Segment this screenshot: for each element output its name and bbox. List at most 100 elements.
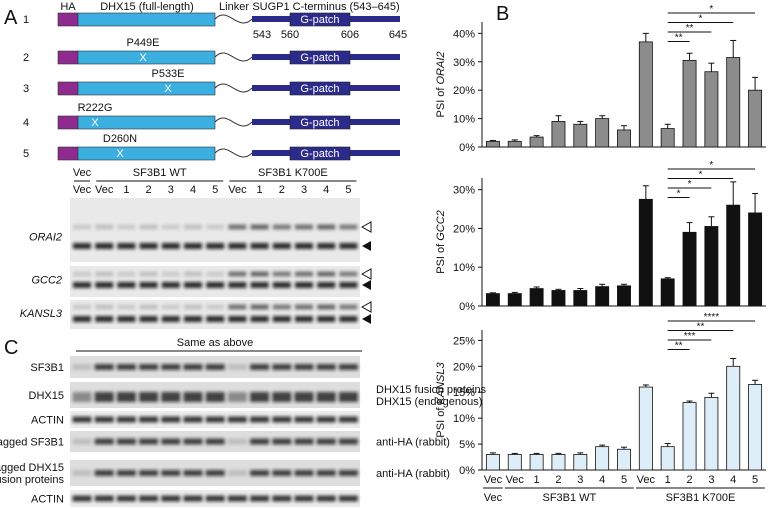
- gel-band: [139, 304, 158, 310]
- row-number: 1: [23, 14, 29, 26]
- blot-label: HA-tagged DHX15: [0, 462, 64, 474]
- blot-band: [139, 416, 159, 423]
- gel-band: [339, 271, 358, 277]
- gel-band: [272, 224, 291, 230]
- gel-band: [117, 304, 136, 310]
- x-tick-label: 1: [665, 474, 671, 486]
- gel-group-label: Vec: [73, 167, 92, 179]
- gel-band: [272, 304, 291, 310]
- gpatch-box: [289, 50, 351, 65]
- gel-band: [295, 243, 313, 249]
- gel-band: [206, 316, 225, 322]
- gel-band: [228, 271, 247, 277]
- gel-band: [250, 243, 269, 249]
- blot-band: [205, 470, 225, 476]
- blot-band: [116, 392, 136, 402]
- gel-lane-label: Vec: [95, 184, 114, 196]
- gel-band: [95, 316, 114, 322]
- significance-label: *: [688, 179, 692, 190]
- blot-band: [272, 438, 292, 445]
- blot-band: [161, 364, 181, 370]
- bar: [682, 231, 697, 307]
- gel-band: [295, 282, 313, 288]
- gel-band: [117, 224, 136, 230]
- gel-band: [139, 243, 158, 249]
- gel-lane-label: 2: [279, 184, 285, 196]
- blot-band: [139, 495, 159, 502]
- y-label-gene: GCC2: [435, 210, 447, 241]
- gel-band: [73, 304, 91, 310]
- gel-band: [139, 316, 158, 322]
- gel-band: [184, 282, 202, 288]
- linker: [214, 148, 253, 158]
- gel-band: [95, 271, 114, 277]
- gel-band: [161, 304, 180, 310]
- panel-label: A: [4, 7, 18, 29]
- blot-band: [338, 438, 358, 445]
- significance-label: **: [686, 23, 694, 34]
- blot-band: [227, 392, 247, 402]
- gel-lane-label: 2: [146, 184, 152, 196]
- gel-band: [295, 304, 313, 310]
- gel-band: [339, 282, 358, 288]
- gel-group-label: SF3B1 WT: [133, 167, 187, 179]
- gel-band: [250, 282, 269, 288]
- ha-box: [57, 81, 79, 96]
- blot-band: [272, 392, 292, 402]
- gel-blot: [70, 266, 360, 297]
- bar: [573, 290, 588, 307]
- mutation-label: P449E: [126, 37, 159, 49]
- bar: [485, 140, 500, 148]
- blot-band: [272, 416, 292, 423]
- x-tick-label: 2: [555, 474, 561, 486]
- blot-band: [183, 364, 203, 370]
- blot-band: [161, 470, 181, 476]
- y-tick-label: 20%: [453, 223, 475, 235]
- blot-band: [72, 416, 92, 423]
- gel-gene-label: GCC2: [31, 275, 62, 287]
- residue-number: 543: [253, 29, 271, 41]
- bar: [529, 454, 544, 471]
- blot-band: [205, 438, 225, 445]
- gel-band: [206, 304, 225, 310]
- blot-band: [294, 364, 314, 370]
- gel-band: [339, 243, 358, 249]
- gel-lane-label: 4: [190, 184, 196, 196]
- bar: [529, 288, 544, 307]
- linker-label: Linker: [219, 1, 249, 13]
- blot-band: [294, 470, 314, 476]
- gel-band: [161, 316, 180, 322]
- gel-band: [184, 271, 202, 277]
- y-tick-label: 10%: [453, 413, 475, 425]
- blot-band: [227, 416, 247, 423]
- panel-label: B: [496, 3, 509, 25]
- bar: [595, 118, 610, 148]
- gel-band: [73, 243, 91, 249]
- gel-blot: [70, 198, 360, 262]
- significance-label: **: [675, 33, 683, 44]
- row-number: 5: [23, 148, 29, 160]
- gel-band: [228, 304, 247, 310]
- bar: [573, 123, 588, 148]
- gel-band: [228, 224, 247, 230]
- ha-box: [57, 12, 79, 27]
- significance-label: **: [675, 341, 683, 352]
- y-tick-label: 15%: [453, 387, 475, 399]
- blot-band: [72, 392, 92, 402]
- gel-band: [139, 271, 158, 277]
- gel-band: [250, 224, 269, 230]
- gel-band: [295, 271, 313, 277]
- bar: [617, 448, 631, 471]
- ha-box: [57, 115, 79, 130]
- y-tick-label: 20%: [453, 85, 475, 97]
- blot-band: [94, 364, 114, 370]
- gel-band: [339, 224, 358, 230]
- group-label: Vec: [484, 492, 503, 504]
- blot-band: [116, 364, 136, 370]
- bar: [704, 397, 719, 471]
- dhx15-box: [77, 115, 216, 130]
- gel-band: [73, 224, 91, 230]
- blot-band: [316, 470, 336, 476]
- significance-label: *: [709, 160, 713, 171]
